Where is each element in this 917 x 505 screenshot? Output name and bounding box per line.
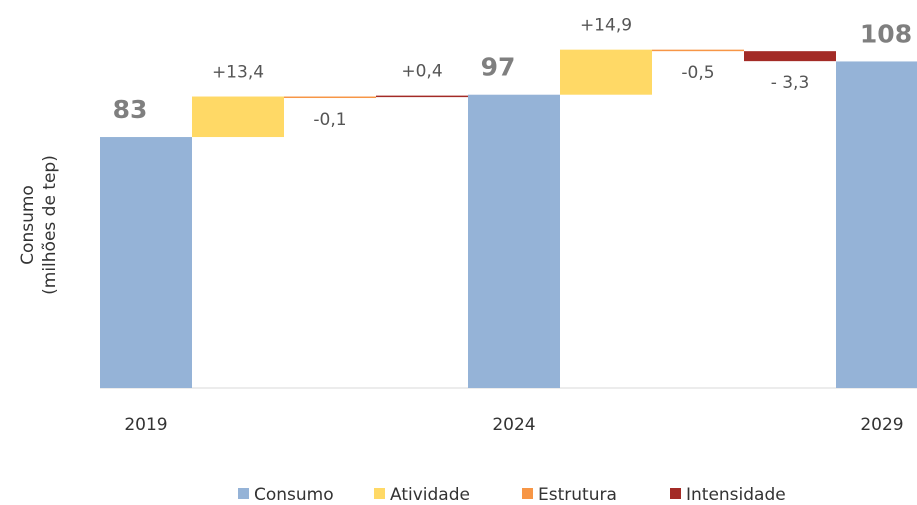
value-label: +13,4 [212, 63, 264, 83]
legend-label: Intensidade [686, 485, 786, 505]
legend-swatch [670, 488, 681, 499]
bar [468, 94, 560, 388]
value-label: - 3,3 [771, 73, 810, 93]
legend-label: Consumo [254, 485, 334, 505]
value-label: 97 [481, 53, 516, 82]
y-axis-title: Consumo (milhões de tep) [18, 155, 60, 295]
value-label: 108 [860, 19, 912, 48]
legend-label: Atividade [390, 485, 470, 505]
value-label: +14,9 [580, 16, 632, 36]
value-label: -0,1 [313, 110, 346, 130]
legend-swatch [238, 488, 249, 499]
bar [744, 51, 836, 62]
x-tick-label: 2019 [124, 415, 167, 435]
bar [100, 137, 192, 388]
legend-swatch [522, 488, 533, 499]
value-label: 83 [113, 95, 148, 124]
value-label: +0,4 [401, 62, 442, 82]
legend-label: Estrutura [538, 485, 617, 505]
bar [560, 49, 652, 95]
legend-swatch [374, 488, 385, 499]
y-axis-title-line: Consumo [18, 185, 38, 265]
bar [836, 61, 917, 389]
x-tick-label: 2029 [860, 415, 903, 435]
bar [284, 96, 376, 99]
bar [192, 96, 284, 138]
bar [376, 95, 468, 98]
value-label: -0,5 [681, 63, 714, 83]
y-axis-title-line: (milhões de tep) [40, 155, 60, 295]
bar [652, 49, 744, 52]
x-tick-label: 2024 [492, 415, 535, 435]
